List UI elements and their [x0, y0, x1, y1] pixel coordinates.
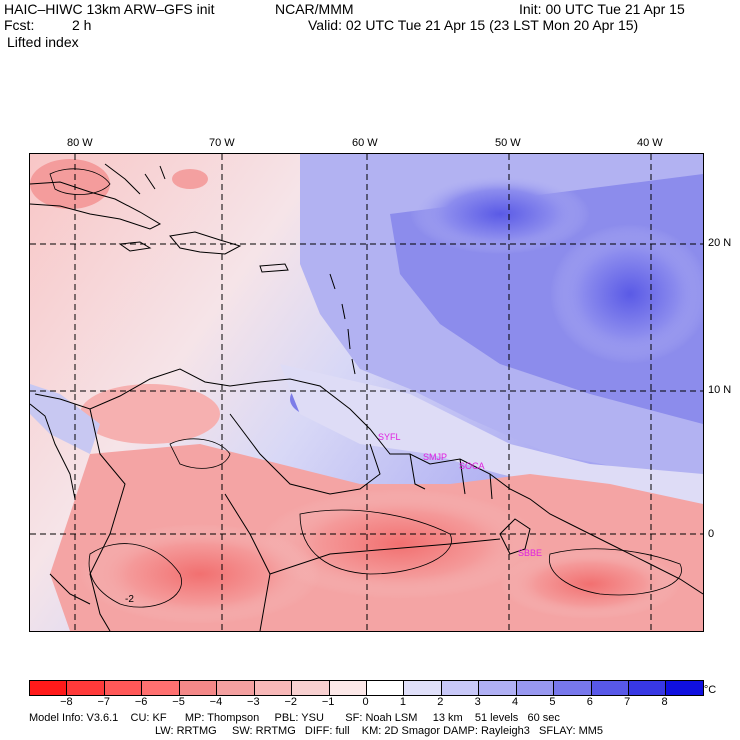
colorbar-cell: [67, 681, 105, 695]
station-smjp: SMJP: [423, 452, 448, 462]
puerto-rico-coast: [259, 263, 289, 273]
negative-max-southeast: [500, 549, 680, 619]
colorbar-cell: [179, 681, 218, 695]
colorbar-cell: [254, 681, 293, 695]
south-america-north-coast: [34, 368, 703, 595]
colorbar-label: 2: [437, 696, 444, 708]
station-sbbe: SBBE: [518, 548, 543, 558]
colorbar-cell: [441, 681, 480, 695]
colorbar-label: −3: [247, 696, 260, 708]
colorbar-label: 0: [362, 696, 369, 708]
colorbar-label: 3: [474, 696, 481, 708]
negative-max-west: [80, 524, 320, 624]
colorbar-cell: [404, 681, 442, 695]
negative-max-amazon: [260, 489, 540, 599]
negative-max-bahamas: [172, 169, 208, 189]
colorbar-label: 5: [549, 696, 556, 708]
colorbar-label: −6: [134, 696, 148, 708]
colorbar-unit: °C: [703, 684, 717, 696]
colorbar-label: −2: [284, 696, 297, 708]
contour-minus2-e: [49, 168, 111, 195]
lon-label-70w: 70 W: [209, 137, 235, 149]
colorbar-cell: [292, 681, 330, 695]
colorbar-cell: [142, 681, 180, 695]
colorbar-labels: −8 −7 −6 −5 −4 −3 −2 −1 0 1 2 3 4 5 6 7 8 °C: [29, 684, 719, 708]
colorbar-label: −1: [321, 696, 335, 708]
lesser-antilles: [329, 273, 356, 375]
negative-max-cuba: [30, 159, 110, 209]
positive-max-east: [550, 224, 703, 364]
weak-positive-coast: [280, 364, 703, 504]
colorbar-label: 1: [399, 696, 406, 708]
map-canvas: -2: [30, 154, 703, 631]
coastlines: [30, 163, 703, 631]
forecast-label: Fcst:: [4, 17, 35, 33]
model-title: HAIC–HIWC 13km ARW–GFS init: [4, 1, 215, 17]
bahamas-coast: [104, 163, 166, 195]
lat-label-20n: 20 N: [708, 237, 732, 249]
colorbar-label: 4: [511, 696, 519, 708]
valid-time: Valid: 02 UTC Tue 21 Apr 15 (23 LST Mon …: [308, 17, 639, 33]
lon-label-80w: 80 W: [67, 137, 93, 149]
station-soca: SOCA: [459, 461, 485, 471]
colorbar-cell: [479, 681, 517, 695]
colorbar-cell: [516, 681, 555, 695]
colorbar-label: 6: [586, 696, 593, 708]
colorbar-cell: [104, 681, 143, 695]
negative-max-panama: [80, 384, 220, 444]
peru-border: [49, 573, 91, 605]
contours: [49, 168, 682, 608]
model-info-line2: LW: RRTMG SW: RRTMG DIFF: full KM: 2D Sm…: [155, 725, 604, 737]
colorbar-label: −8: [60, 696, 73, 708]
venezuela-border: [229, 413, 381, 495]
lat-label-10n: 10 N: [708, 384, 732, 396]
colorbar-cell: [366, 681, 405, 695]
colorbar-label: −5: [172, 696, 185, 708]
forecast-hour: 2 h: [72, 17, 92, 33]
colorbar-label: −7: [97, 696, 111, 708]
hispaniola-coast: [169, 231, 242, 255]
model-info-line1: Model Info: V3.6.1 CU: KF MP: Thompson P…: [29, 712, 560, 724]
cuba-coast: [30, 181, 162, 230]
jamaica-coast: [118, 241, 152, 252]
lon-label-60w: 60 W: [352, 137, 378, 149]
colorbar: [29, 680, 704, 696]
lat-label-0: 0: [708, 528, 715, 540]
guiana-borders: [409, 453, 493, 500]
station-syfl: SYFL: [378, 432, 401, 442]
colorbar-cell: [554, 681, 592, 695]
colombia-border: [89, 408, 126, 631]
lon-label-40w: 40 W: [637, 137, 663, 149]
init-time: Init: 00 UTC Tue 21 Apr 15: [519, 1, 685, 17]
organization: NCAR/MMM: [275, 1, 354, 17]
contour-minus2-b: [299, 509, 452, 575]
colorbar-label: 7: [624, 696, 631, 708]
contour-minus2-a: [88, 543, 182, 608]
colorbar-label: −4: [209, 696, 223, 708]
colorbar-cell: [629, 681, 667, 695]
colorbar-cell: [30, 681, 68, 695]
colorbar-cell: [666, 681, 703, 695]
colorbar-label: 8: [661, 696, 668, 708]
lon-label-50w: 50 W: [495, 137, 521, 149]
colorbar-cell: [591, 681, 629, 695]
colorbar-cell: [217, 681, 255, 695]
weak-positive-pacific: [30, 384, 100, 454]
contour-label-minus2: -2: [125, 594, 134, 605]
amazon-delta: [499, 518, 531, 555]
positive-max-north: [410, 174, 590, 254]
colorbar-cell: [329, 681, 367, 695]
field-name: Lifted index: [7, 34, 79, 50]
contour-minus2-c: [549, 548, 682, 596]
brazil-border: [224, 493, 271, 631]
lifted-index-map: -2: [29, 153, 704, 632]
contour-minus2-d: [169, 438, 231, 469]
amazon-river: [269, 538, 501, 575]
central-america-coast: [30, 403, 76, 500]
